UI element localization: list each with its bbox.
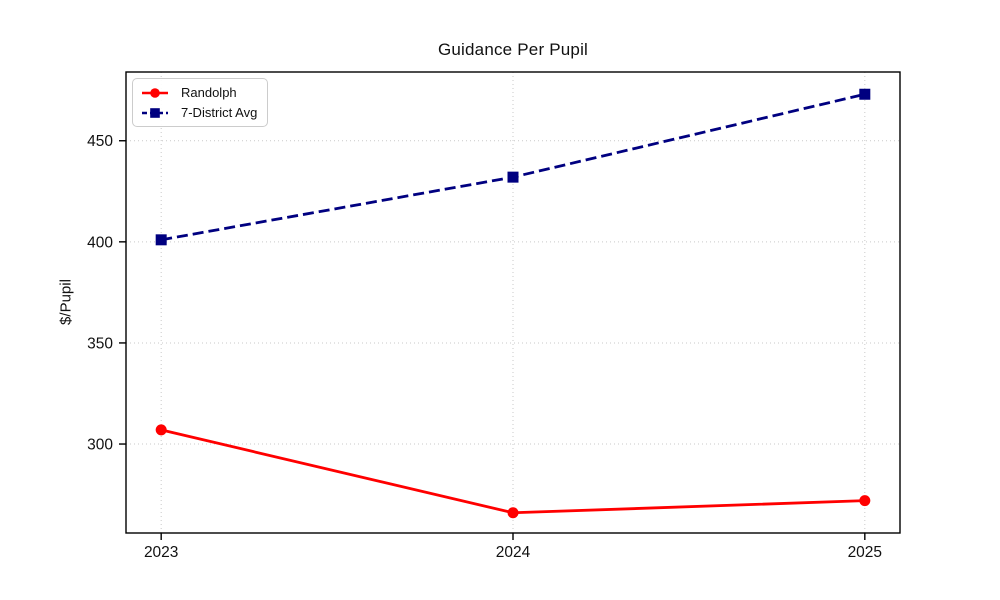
data-point-7-district-avg — [859, 88, 871, 100]
legend: Randolph 7-District Avg — [132, 78, 269, 127]
y-tick-label: 300 — [87, 437, 113, 454]
data-point-randolph — [507, 507, 519, 519]
data-point-randolph — [859, 495, 871, 507]
legend-item-randolph: Randolph — [141, 85, 257, 100]
y-tick-label: 350 — [87, 335, 113, 352]
x-tick-label: 2024 — [496, 544, 531, 561]
x-tick-label: 2025 — [848, 544, 882, 561]
y-tick-label: 400 — [87, 234, 113, 251]
legend-item-7-district-avg: 7-District Avg — [141, 105, 257, 120]
legend-label: 7-District Avg — [181, 105, 258, 120]
chart-title: Guidance Per Pupil — [437, 40, 589, 59]
data-point-7-district-avg — [155, 234, 167, 246]
y-tick-label: 450 — [87, 133, 113, 150]
data-point-randolph — [155, 424, 167, 436]
legend-sample-marker — [150, 107, 160, 118]
legend-label: Randolph — [181, 85, 237, 100]
x-tick-label: 2023 — [144, 544, 178, 561]
data-point-7-district-avg — [507, 171, 519, 183]
legend-square-marker-icon — [142, 107, 168, 118]
legend-circle-marker-icon — [142, 87, 168, 98]
legend-sample-marker — [150, 87, 160, 98]
